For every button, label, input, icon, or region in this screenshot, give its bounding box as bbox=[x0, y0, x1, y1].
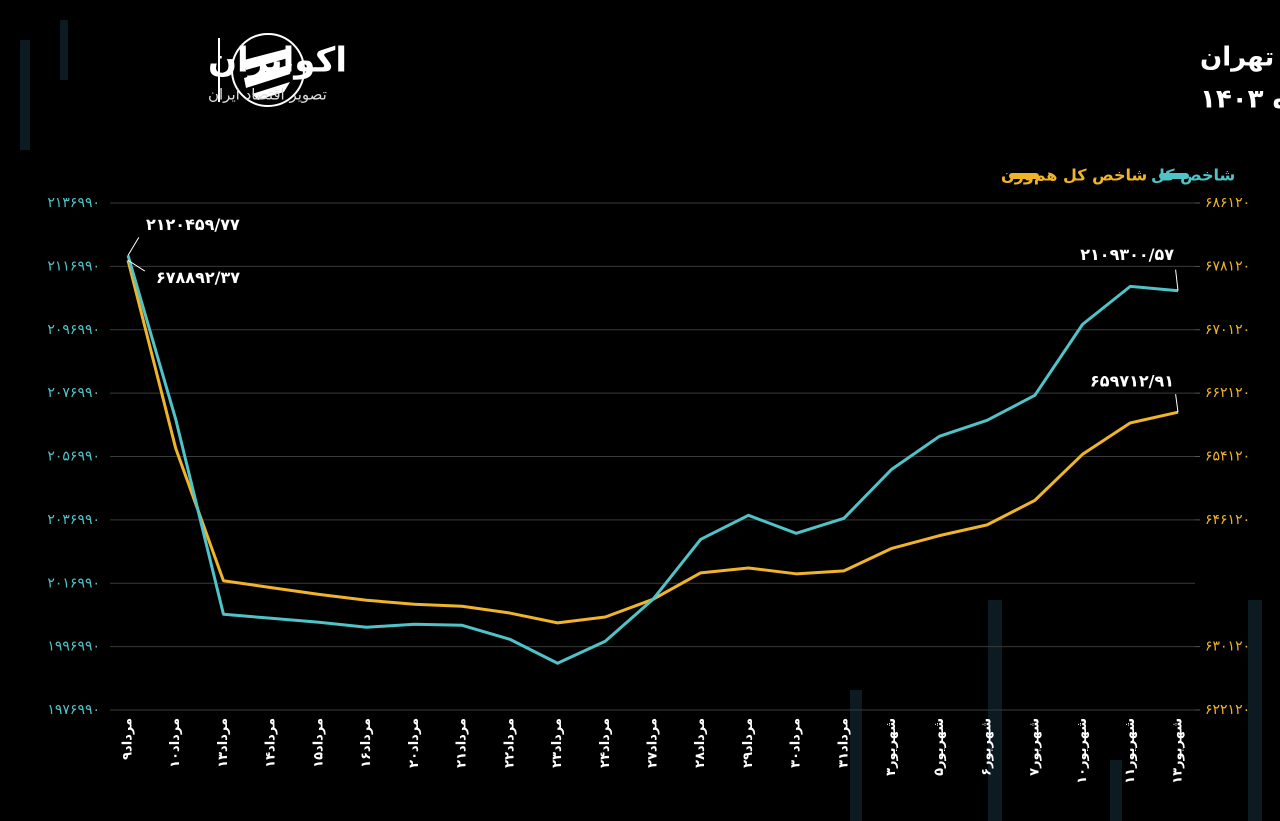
x-tick-label: مرداد۲۰ bbox=[407, 718, 422, 768]
chart-title: روند شاخص کل و هم وزن بورس تهران bbox=[1200, 43, 1280, 73]
x-tick-label: مرداد۳۰ bbox=[789, 718, 804, 768]
x-tick-label: مرداد۱۳ bbox=[216, 718, 231, 768]
legend-label: شاخص کل bbox=[1151, 166, 1235, 185]
label-leader bbox=[1175, 269, 1179, 291]
x-tick-label: شهریور۵ bbox=[932, 718, 947, 776]
y2-tick-label: ۶۳۰۱۲۰ bbox=[1205, 639, 1250, 655]
y2-tick-label: ۶۶۲۱۲۰ bbox=[1205, 385, 1250, 401]
legend-swatch bbox=[1009, 173, 1039, 179]
label-leader bbox=[127, 237, 140, 256]
x-tick-label: مرداد۲۸ bbox=[693, 718, 708, 768]
x-tick-label: مرداد۲۹ bbox=[741, 718, 756, 768]
label-leader bbox=[127, 259, 146, 272]
y-tick-label: ۲۱۱۶۹۹۰ bbox=[47, 258, 100, 274]
y-tick-label: ۲۱۳۶۹۹۰ bbox=[47, 195, 100, 211]
value-label: ۶۷۸۸۹۲/۳۷ bbox=[156, 268, 240, 287]
y2-tick-label: ۶۴۶۱۲۰ bbox=[1205, 512, 1250, 528]
value-label: ۲۱۲۰۴۵۹/۷۷ bbox=[146, 215, 240, 234]
x-tick-label: شهریور۱۰ bbox=[1075, 718, 1090, 784]
x-tick-label: شهریور۳ bbox=[884, 718, 899, 776]
x-tick-label: مرداد۱۰ bbox=[168, 718, 183, 768]
y-tick-label: ۱۹۹۶۹۹۰ bbox=[47, 639, 100, 655]
x-tick-label: مرداد۱۶ bbox=[359, 718, 374, 768]
legend-label: شاخص کل هم‌وزن bbox=[1001, 166, 1147, 185]
y-tick-label: ۲۰۳۶۹۹۰ bbox=[47, 512, 100, 528]
logo-mark bbox=[218, 33, 305, 107]
tagline: تصویر اقتصاد ایران bbox=[208, 86, 327, 104]
x-tick-label: مرداد۲۲ bbox=[502, 718, 517, 768]
x-tick-label: شهریور۱۱ bbox=[1123, 718, 1138, 784]
x-tick-label: مرداد۲۷ bbox=[646, 718, 661, 768]
y2-tick-label: ۶۵۴۱۲۰ bbox=[1205, 449, 1250, 465]
x-tick-label: شهریور۶ bbox=[980, 718, 995, 776]
series-line bbox=[126, 254, 1179, 665]
chart-subtitle: از ابتدای تشدید ریسک سیاسی اوراق سهام در… bbox=[1200, 85, 1280, 115]
x-tick-label: شهریور۱۳ bbox=[1171, 718, 1186, 784]
y-tick-label: ۲۰۹۶۹۹۰ bbox=[47, 322, 100, 338]
x-tick-label: مرداد۲۳ bbox=[550, 718, 565, 768]
x-tick-label: مرداد۲۴ bbox=[598, 718, 613, 768]
x-tick-label: مرداد۱۵ bbox=[311, 718, 326, 768]
y2-tick-label: ۶۷۸۱۲۰ bbox=[1205, 258, 1250, 274]
series-line bbox=[126, 259, 1179, 625]
x-tick-label: مرداد۲۱ bbox=[455, 718, 470, 768]
x-tick-label: مرداد۳۱ bbox=[836, 718, 851, 768]
legend-swatch bbox=[1159, 173, 1189, 179]
y2-tick-label: ۶۷۰۱۲۰ bbox=[1205, 322, 1250, 338]
y2-tick-label: ۶۲۲۱۲۰ bbox=[1205, 702, 1250, 718]
y-tick-label: ۱۹۷۶۹۹۰ bbox=[47, 702, 100, 718]
x-tick-label: مرداد۹ bbox=[121, 718, 136, 760]
y-tick-label: ۲۰۱۶۹۹۰ bbox=[47, 575, 100, 591]
x-tick-label: شهریور۷ bbox=[1027, 718, 1042, 776]
y-tick-label: ۲۰۵۶۹۹۰ bbox=[47, 449, 100, 465]
y2-tick-label: ۶۸۶۱۲۰ bbox=[1205, 195, 1250, 211]
value-label: ۲۱۰۹۳۰۰/۵۷ bbox=[1080, 245, 1174, 264]
background-candles bbox=[20, 20, 1262, 821]
y-tick-label: ۲۰۷۶۹۹۰ bbox=[47, 385, 100, 401]
label-leader bbox=[1175, 394, 1179, 413]
x-tick-label: مرداد۱۴ bbox=[264, 718, 279, 768]
brand: اکوایران bbox=[208, 41, 347, 81]
value-label: ۶۵۹۷۱۲/۹۱ bbox=[1090, 372, 1174, 391]
